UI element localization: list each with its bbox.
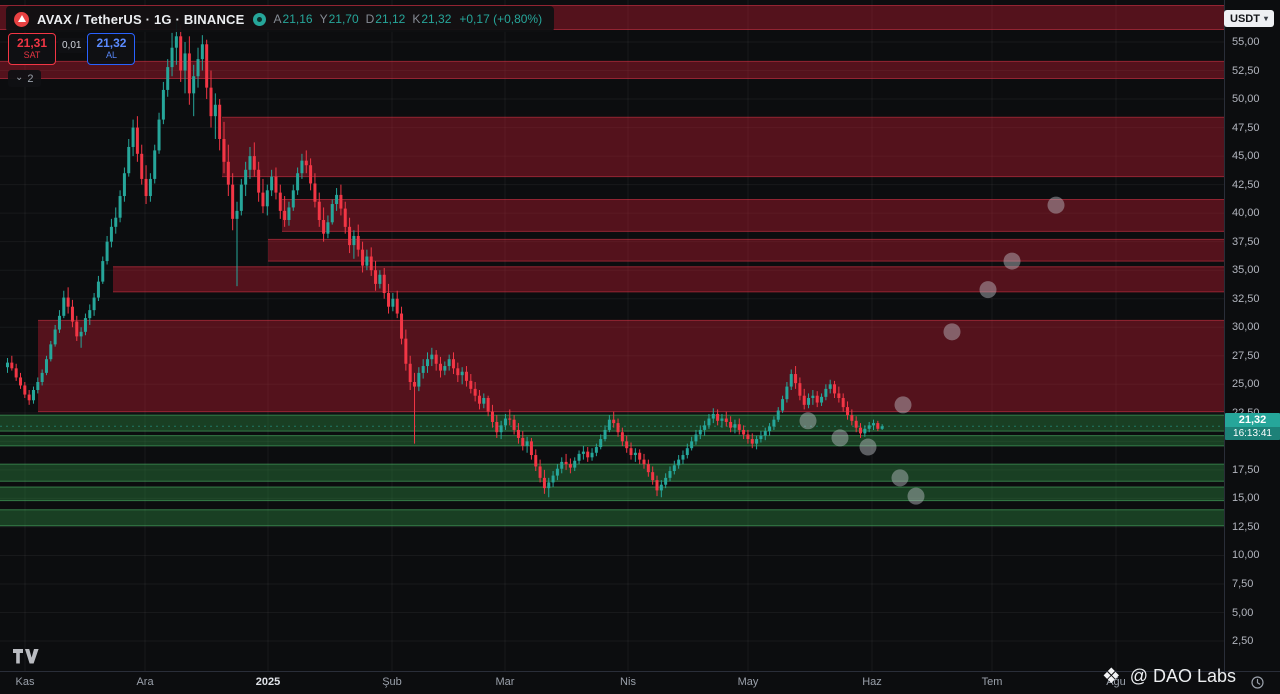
price-label: 37,50 bbox=[1232, 235, 1260, 248]
time-label: 2025 bbox=[255, 676, 281, 688]
price-label: 42,50 bbox=[1232, 178, 1260, 191]
price-label: 17,50 bbox=[1232, 463, 1260, 476]
indicators-count: 2 bbox=[27, 72, 34, 85]
price-label: 40,00 bbox=[1232, 207, 1260, 220]
price-axis[interactable]: 55,00 52,50 50,00 47,50 45,00 42,50 40,00 37,50… bbox=[1224, 0, 1280, 672]
price-label: 10,00 bbox=[1232, 549, 1260, 562]
timezone-clock-icon[interactable] bbox=[1250, 675, 1265, 690]
ohlc-open: A21,16 bbox=[273, 12, 313, 26]
sell-label: SAT bbox=[23, 50, 41, 60]
price-label: 55,00 bbox=[1232, 36, 1260, 48]
time-label: Mar bbox=[495, 676, 515, 688]
price-label: 5,00 bbox=[1232, 606, 1254, 619]
price-label: 15,00 bbox=[1232, 492, 1260, 505]
dao-labs-watermark: ❖ @ DAO Labs bbox=[1102, 666, 1236, 687]
ohlc-values: A21,16 Y21,70 D21,12 K21,32 bbox=[274, 12, 452, 26]
sell-price: 21,31 bbox=[16, 36, 48, 50]
bar-countdown: 16:13:41 bbox=[1225, 427, 1280, 441]
time-label: Ara bbox=[136, 676, 154, 688]
avax-logo-icon bbox=[14, 11, 29, 27]
chevron-down-icon: ⌄ bbox=[15, 71, 24, 83]
price-label: 47,50 bbox=[1232, 121, 1260, 134]
price-label: 32,50 bbox=[1232, 292, 1260, 305]
time-label: Nis bbox=[620, 676, 636, 688]
sell-button[interactable]: 21,31 SAT bbox=[8, 33, 56, 65]
time-label: Şub bbox=[382, 676, 402, 688]
series-status-icon[interactable] bbox=[252, 12, 266, 26]
last-price-badge: 21,32 16:13:41 bbox=[1225, 413, 1280, 441]
last-price-value: 21,32 bbox=[1238, 414, 1267, 427]
time-label: Tem bbox=[981, 676, 1003, 688]
time-label: Ağu bbox=[1106, 676, 1126, 688]
candlestick-chart[interactable] bbox=[0, 0, 1224, 672]
time-label: Haz bbox=[862, 676, 882, 688]
price-label: 35,00 bbox=[1232, 264, 1260, 277]
buy-button[interactable]: 21,32 AL bbox=[87, 33, 136, 65]
trade-widget: 21,31 SAT 0,01 21,32 AL bbox=[8, 33, 136, 65]
price-label: 27,50 bbox=[1232, 349, 1260, 362]
watermark-text: @ DAO Labs bbox=[1129, 666, 1236, 686]
caret-down-icon: ▾ bbox=[1263, 14, 1268, 23]
currency-label: USDT bbox=[1230, 12, 1260, 25]
time-label: May bbox=[737, 676, 759, 688]
ohlc-high: Y21,70 bbox=[319, 12, 359, 26]
buy-price: 21,32 bbox=[96, 36, 127, 50]
price-label: 45,00 bbox=[1232, 150, 1260, 163]
time-label: Kas bbox=[15, 676, 35, 688]
price-label: 7,50 bbox=[1232, 577, 1254, 590]
buy-label: AL bbox=[105, 50, 117, 60]
ohlc-close: K21,32 bbox=[412, 12, 452, 26]
ohlc-low: D21,12 bbox=[365, 12, 406, 26]
dao-labs-logo-icon: ❖ bbox=[1101, 665, 1121, 688]
price-label: 12,50 bbox=[1232, 520, 1260, 533]
price-label: 30,00 bbox=[1232, 321, 1260, 334]
currency-toggle-button[interactable]: USDT ▾ bbox=[1224, 10, 1274, 27]
time-axis[interactable]: Kas Ara 2025 Şub Mar Nis May Haz Tem Ağu bbox=[0, 671, 1280, 694]
price-label: 50,00 bbox=[1232, 93, 1260, 106]
price-label: 25,00 bbox=[1232, 378, 1260, 391]
price-label: 52,50 bbox=[1232, 64, 1260, 77]
tradingview-logo[interactable] bbox=[13, 649, 39, 664]
indicators-collapsed-chip[interactable]: ⌄ 2 bbox=[8, 70, 41, 87]
price-label: 2,50 bbox=[1232, 635, 1254, 648]
symbol-title[interactable]: AVAX / TetherUS · 1G · BINANCE bbox=[37, 11, 245, 27]
spread-value: 0,01 bbox=[58, 37, 86, 53]
price-change: +0,17 (+0,80%) bbox=[459, 12, 543, 26]
symbol-toolbar: AVAX / TetherUS · 1G · BINANCE A21,16 Y2… bbox=[6, 6, 555, 32]
